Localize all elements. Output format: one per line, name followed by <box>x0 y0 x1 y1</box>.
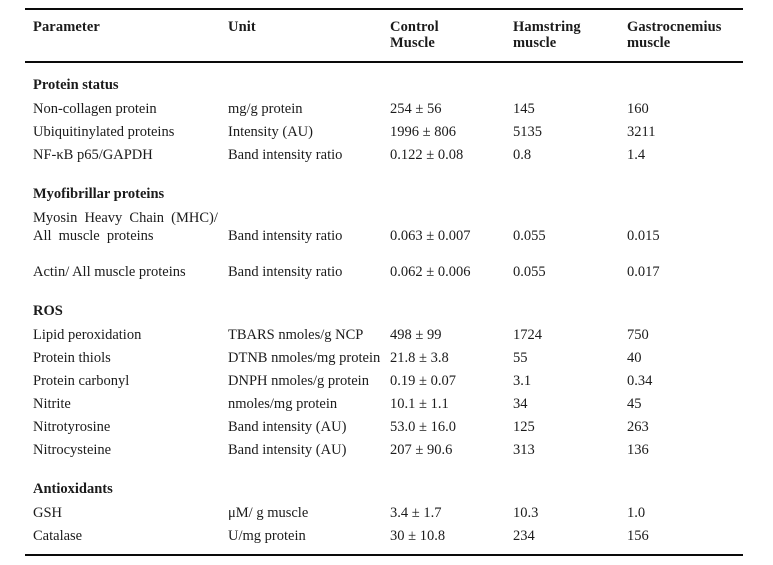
control-value-cell: 0.062 ± 0.006 <box>390 264 471 280</box>
control-value-cell: 10.1 ± 1.1 <box>390 396 449 412</box>
unit-cell: Band intensity (AU) <box>228 442 347 458</box>
parameter-cell: Protein carbonyl <box>33 373 130 389</box>
hamstring-value-cell: 0.055 <box>513 264 546 280</box>
parameter-cell: Myosin Heavy Chain (MHC)/ All muscle pro… <box>33 210 218 244</box>
control-value-cell: 0.063 ± 0.007 <box>390 228 471 244</box>
control-value-cell: 3.4 ± 1.7 <box>390 505 442 521</box>
parameter-cell: Ubiquitinylated proteins <box>33 124 175 140</box>
gastrocnemius-value-cell: 156 <box>627 528 649 544</box>
parameter-cell: Nitrite <box>33 396 71 412</box>
unit-cell: Intensity (AU) <box>228 124 313 140</box>
hamstring-value-cell: 10.3 <box>513 505 539 521</box>
parameter-cell: Nitrocysteine <box>33 442 112 458</box>
gastrocnemius-value-cell: 0.017 <box>627 264 660 280</box>
unit-cell: U/mg protein <box>228 528 306 544</box>
unit-cell: mg/g protein <box>228 101 303 117</box>
control-value-cell: 207 ± 90.6 <box>390 442 453 458</box>
table-row: NF-κB p65/GAPDH Band intensity ratio 0.122… <box>25 142 743 165</box>
table-row: Actin/ All muscle proteins Band intensity… <box>25 246 743 282</box>
hamstring-value-cell: 145 <box>513 101 535 117</box>
parameter-cell: GSH <box>33 505 63 521</box>
unit-cell: Band intensity ratio <box>228 264 343 280</box>
gastrocnemius-value-cell: 160 <box>627 101 649 117</box>
header-row: Parameter Unit Control Muscle Hamstring … <box>25 8 743 63</box>
control-value-cell: 1996 ± 806 <box>390 124 456 140</box>
hamstring-value-cell: 5135 <box>513 124 542 140</box>
unit-cell: Band intensity ratio <box>228 147 343 163</box>
gastrocnemius-value-cell: 1.0 <box>627 505 646 521</box>
gastrocnemius-value-cell: 0.015 <box>627 228 660 244</box>
control-value-cell: 254 ± 56 <box>390 101 442 117</box>
col-header-unit: Unit <box>220 8 382 63</box>
unit-cell: DNPH nmoles/g protein <box>228 373 369 389</box>
hamstring-value-cell: 234 <box>513 528 535 544</box>
section-title: Antioxidants <box>33 481 113 497</box>
col-header-gastrocnemius-muscle: Gastrocnemius muscle <box>619 8 743 63</box>
gastrocnemius-value-cell: 1.4 <box>627 147 646 163</box>
unit-cell: Band intensity ratio <box>228 228 343 244</box>
gastrocnemius-value-cell: 263 <box>627 419 649 435</box>
hamstring-value-cell: 125 <box>513 419 535 435</box>
table-row: Protein carbonyl DNPH nmoles/g protein 0.1… <box>25 368 743 391</box>
parameter-cell: Protein thiols <box>33 350 111 366</box>
col-header-hamstring-muscle: Hamstring muscle <box>505 8 619 63</box>
table-row: Lipid peroxidation TBARS nmoles/g NCP 498 … <box>25 322 743 345</box>
control-value-cell: 0.19 ± 0.07 <box>390 373 456 389</box>
gastrocnemius-value-cell: 3211 <box>627 124 656 140</box>
section-title-row: Protein status <box>25 62 743 96</box>
table-row: Nitrotyrosine Band intensity (AU) 53.0 ± 1… <box>25 414 743 437</box>
unit-cell: Band intensity (AU) <box>228 419 347 435</box>
unit-cell: μM/ g muscle <box>228 505 309 521</box>
muscle-parameters-table: Parameter Unit Control Muscle Hamstring … <box>25 8 743 556</box>
table-row: Nitrocysteine Band intensity (AU) 207 ± 90… <box>25 437 743 460</box>
table-row: Protein thiols DTNB nmoles/mg protein 21.8… <box>25 345 743 368</box>
table-row: Ubiquitinylated proteins Intensity (AU) 19… <box>25 119 743 142</box>
parameter-cell: Nitrotyrosine <box>33 419 111 435</box>
col-header-parameter: Parameter <box>25 8 220 63</box>
control-value-cell: 30 ± 10.8 <box>390 528 446 544</box>
control-value-cell: 0.122 ± 0.08 <box>390 147 464 163</box>
control-value-cell: 21.8 ± 3.8 <box>390 350 449 366</box>
table-row: Nitrite nmoles/mg protein 10.1 ± 1.1 34 45 <box>25 391 743 414</box>
table-row: GSH μM/ g muscle 3.4 ± 1.7 10.3 1.0 <box>25 500 743 523</box>
parameter-cell: Non-collagen protein <box>33 101 157 117</box>
parameter-cell: NF-κB p65/GAPDH <box>33 147 153 163</box>
parameter-cell: Catalase <box>33 528 83 544</box>
hamstring-value-cell: 34 <box>513 396 528 412</box>
section-title-row: Myofibrillar proteins <box>25 165 743 205</box>
section-title: Myofibrillar proteins <box>33 186 165 202</box>
control-value-cell: 498 ± 99 <box>390 327 442 343</box>
hamstring-value-cell: 55 <box>513 350 528 366</box>
unit-cell: TBARS nmoles/g NCP <box>228 327 364 343</box>
table-row: Non-collagen protein mg/g protein 254 ± 56… <box>25 96 743 119</box>
hamstring-value-cell: 1724 <box>513 327 542 343</box>
parameter-cell: Lipid peroxidation <box>33 327 142 343</box>
gastrocnemius-value-cell: 40 <box>627 350 642 366</box>
gastrocnemius-value-cell: 136 <box>627 442 649 458</box>
gastrocnemius-value-cell: 750 <box>627 327 649 343</box>
table-row: Catalase U/mg protein 30 ± 10.8 234 156 <box>25 523 743 555</box>
hamstring-value-cell: 0.8 <box>513 147 532 163</box>
hamstring-value-cell: 313 <box>513 442 535 458</box>
gastrocnemius-value-cell: 0.34 <box>627 373 653 389</box>
gastrocnemius-value-cell: 45 <box>627 396 642 412</box>
hamstring-value-cell: 3.1 <box>513 373 532 389</box>
table-row: Myosin Heavy Chain (MHC)/ All muscle pro… <box>25 205 743 246</box>
section-title: ROS <box>33 303 63 319</box>
parameter-cell: Actin/ All muscle proteins <box>33 264 186 280</box>
unit-cell: nmoles/mg protein <box>228 396 338 412</box>
section-title-row: Antioxidants <box>25 460 743 500</box>
control-value-cell: 53.0 ± 16.0 <box>390 419 456 435</box>
unit-cell: DTNB nmoles/mg protein <box>228 350 381 366</box>
section-title: Protein status <box>33 77 119 93</box>
col-header-control-muscle: Control Muscle <box>382 8 505 63</box>
section-title-row: ROS <box>25 282 743 322</box>
hamstring-value-cell: 0.055 <box>513 228 546 244</box>
